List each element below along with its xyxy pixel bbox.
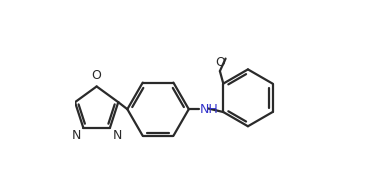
Text: O: O xyxy=(215,56,225,69)
Text: N: N xyxy=(72,129,81,142)
Text: O: O xyxy=(92,69,101,82)
Text: NH: NH xyxy=(200,103,219,116)
Text: N: N xyxy=(112,129,122,142)
